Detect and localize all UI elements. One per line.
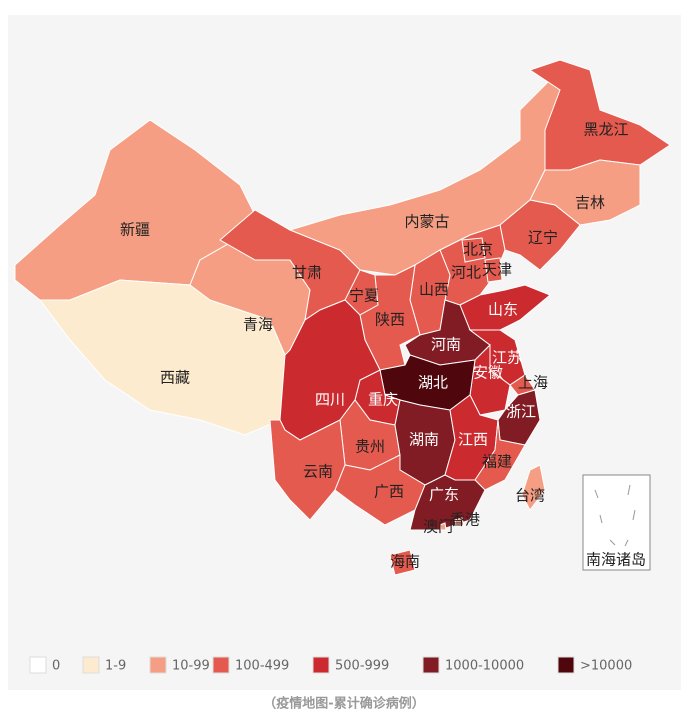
province-label: 广东 bbox=[429, 486, 459, 504]
province-label: 山西 bbox=[419, 281, 449, 299]
inset-box bbox=[582, 474, 651, 571]
province-label: 河南 bbox=[431, 336, 461, 354]
province-label: 湖南 bbox=[409, 431, 439, 449]
province-label: 安徽 bbox=[473, 364, 503, 382]
province-label: 河北 bbox=[451, 264, 481, 282]
province bbox=[269, 419, 346, 521]
legend-swatch bbox=[29, 656, 47, 674]
province bbox=[461, 237, 486, 263]
province-label: 江苏 bbox=[492, 349, 522, 367]
province bbox=[499, 199, 581, 271]
province bbox=[454, 517, 465, 527]
province-label: 陕西 bbox=[375, 311, 405, 329]
legend-swatch bbox=[312, 656, 330, 674]
province-label: 江西 bbox=[458, 431, 488, 449]
province-label: 湖北 bbox=[418, 374, 448, 392]
province bbox=[474, 419, 526, 491]
legend-swatch bbox=[212, 656, 230, 674]
province bbox=[521, 464, 546, 511]
legend-swatch bbox=[422, 656, 440, 674]
province-label: 云南 bbox=[303, 463, 333, 481]
province-label: 吉林 bbox=[575, 194, 605, 212]
province-label: 广西 bbox=[374, 483, 404, 501]
province bbox=[359, 264, 421, 371]
legend-swatch bbox=[149, 656, 167, 674]
province-label: 甘肃 bbox=[292, 264, 322, 282]
province-label: 重庆 bbox=[368, 391, 398, 409]
province-label: 内蒙古 bbox=[404, 213, 449, 231]
province-label: 黑龙江 bbox=[583, 121, 628, 139]
province-label: 贵州 bbox=[355, 438, 385, 456]
legend-label: >10000 bbox=[580, 659, 632, 674]
caption: （疫情地图-累计确诊病例） bbox=[263, 696, 424, 712]
province-label: 台湾 bbox=[515, 487, 545, 505]
province-label: 辽宁 bbox=[528, 229, 558, 247]
province-label: 西藏 bbox=[160, 369, 190, 387]
province-label: 澳门 bbox=[423, 518, 453, 536]
province bbox=[389, 549, 416, 576]
province bbox=[484, 257, 503, 283]
legend-swatch bbox=[82, 656, 100, 674]
inset-label: 南海诸岛 bbox=[586, 551, 646, 569]
province-label: 海南 bbox=[390, 553, 420, 571]
legend-swatch bbox=[557, 656, 575, 674]
legend-label: 500-999 bbox=[335, 659, 389, 674]
legend-label: 1-9 bbox=[105, 659, 126, 674]
province-label: 天津 bbox=[482, 261, 512, 279]
legend-label: 100-499 bbox=[235, 659, 289, 674]
inset-islands bbox=[594, 484, 636, 547]
province-label: 浙江 bbox=[506, 403, 536, 421]
legend-label: 10-99 bbox=[172, 659, 210, 674]
province-label: 宁夏 bbox=[349, 287, 379, 305]
province-label: 山东 bbox=[488, 301, 518, 319]
province-label: 新疆 bbox=[120, 221, 150, 239]
province-label: 北京 bbox=[463, 241, 493, 259]
province-label: 四川 bbox=[315, 391, 345, 409]
province-label: 上海 bbox=[518, 374, 548, 392]
legend-label: 1000-10000 bbox=[445, 659, 524, 674]
province-label: 青海 bbox=[243, 316, 273, 334]
province-label: 福建 bbox=[482, 453, 512, 471]
province-label: 香港 bbox=[450, 511, 480, 529]
legend-label: 0 bbox=[52, 659, 60, 674]
province bbox=[409, 474, 486, 531]
province bbox=[439, 522, 447, 531]
